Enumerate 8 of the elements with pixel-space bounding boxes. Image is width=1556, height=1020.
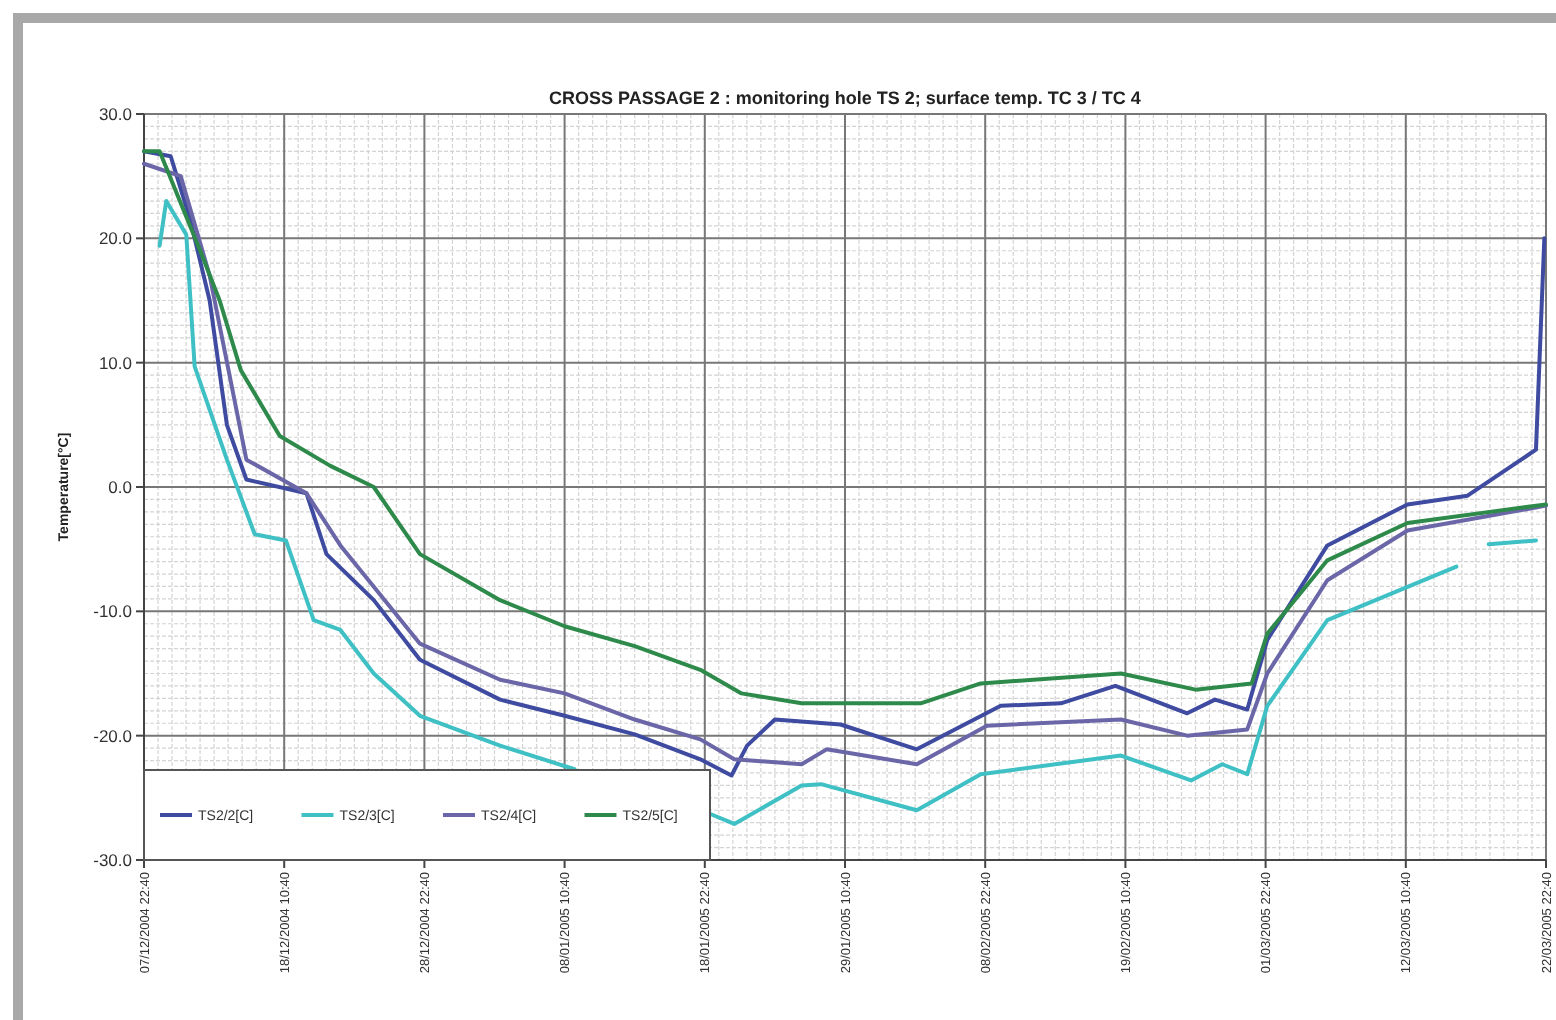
y-tick-label: 0.0 xyxy=(108,476,133,497)
y-tick-label: 10.0 xyxy=(98,352,133,373)
y-tick-label: -20.0 xyxy=(93,725,133,746)
y-tick-label: -10.0 xyxy=(93,601,133,622)
y-tick-label: -30.0 xyxy=(93,849,133,870)
y-tick-label: 30.0 xyxy=(98,103,133,124)
chart-title: CROSS PASSAGE 2 : monitoring hole TS 2; surface temp. TC 3 / TC 4 xyxy=(549,88,1141,108)
y-tick-label: 20.0 xyxy=(98,228,133,249)
